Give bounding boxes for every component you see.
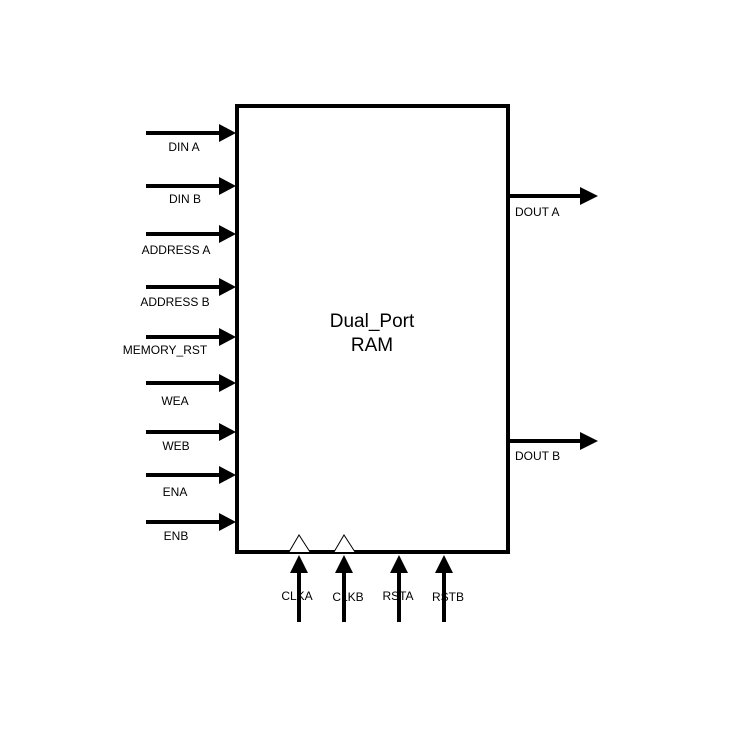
block-title-line1: Dual_Port [330,311,415,332]
enb-arrowhead [219,513,236,531]
address-b-label: ADDRESS B [140,295,209,309]
din-b-label: DIN B [169,192,201,206]
dout-a-arrowhead [580,187,598,205]
din-a-label: DIN A [168,140,199,154]
rstb-label: RSTB [432,590,464,604]
clkb-clock-triangle [333,534,356,553]
ram-block [235,104,510,554]
output-dout-a: DOUT A [510,187,598,219]
dout-a-label: DOUT A [515,205,559,219]
wea-label: WEA [161,394,188,408]
memory-rst-arrowhead [219,328,236,346]
clka-arrowhead [290,555,308,573]
input-din-b: DIN B [146,177,236,206]
rstb-arrowhead [435,555,453,573]
input-address-a: ADDRESS A [142,225,236,257]
input-ena: ENA [146,466,236,499]
address-a-arrowhead [219,225,236,243]
input-memory-rst: MEMORY_RST [123,328,236,357]
din-a-arrowhead [219,124,236,142]
input-wea: WEA [146,374,236,408]
ena-arrowhead [219,466,236,484]
input-rsta: RSTA [382,555,414,622]
input-web: WEB [146,423,236,453]
clka-label: CLKA [281,589,312,603]
memory-rst-label: MEMORY_RST [123,343,208,357]
input-clka: CLKA [281,555,313,622]
rsta-arrowhead [390,555,408,573]
enb-label: ENB [164,529,189,543]
rsta-label: RSTA [382,589,413,603]
clkb-label: CLKB [332,590,363,604]
input-address-b: ADDRESS B [140,278,236,309]
ena-label: ENA [163,485,188,499]
input-clkb: CLKB [332,555,364,622]
wea-arrowhead [219,374,236,392]
input-din-a: DIN A [146,124,236,154]
input-enb: ENB [146,513,236,543]
block-title-line2: RAM [351,335,393,356]
clka-clock-triangle [288,534,311,553]
clkb-arrowhead [335,555,353,573]
address-b-arrowhead [219,278,236,296]
dout-b-label: DOUT B [515,449,560,463]
web-label: WEB [162,439,189,453]
output-dout-b: DOUT B [510,432,598,463]
dout-b-arrowhead [580,432,598,450]
address-a-label: ADDRESS A [142,243,211,257]
web-arrowhead [219,423,236,441]
input-rstb: RSTB [432,555,464,622]
din-b-arrowhead [219,177,236,195]
